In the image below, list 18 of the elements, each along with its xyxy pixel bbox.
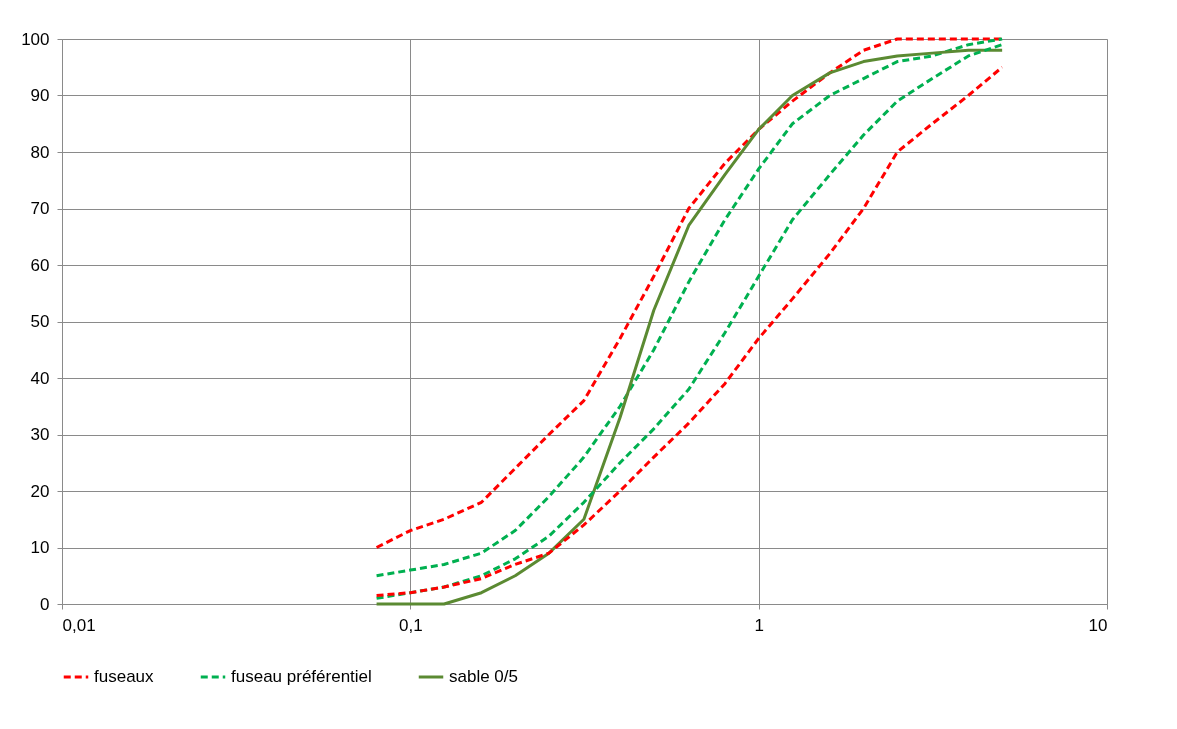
x-tick-label: 0,1	[399, 615, 423, 635]
legend-label: fuseaux	[94, 667, 155, 686]
legend-label: sable 0/5	[449, 667, 518, 686]
y-tick-label: 10	[30, 538, 50, 557]
y-tick-label: 80	[30, 142, 50, 162]
y-tick-label: 40	[30, 368, 50, 388]
x-tick-label: 0,01	[62, 615, 96, 635]
y-tick-label: 30	[30, 425, 50, 444]
y-tick-label: 0	[40, 594, 50, 614]
x-tick-label: 10	[1088, 615, 1108, 635]
x-tick-label: 1	[754, 615, 764, 635]
y-tick-label: 50	[30, 312, 50, 331]
y-tick-label: 100	[21, 29, 50, 49]
y-tick-label: 90	[30, 86, 50, 105]
legend-label: fuseau préférentiel	[231, 667, 372, 686]
y-tick-label: 60	[30, 255, 50, 275]
y-tick-label: 70	[30, 199, 50, 218]
y-tick-label: 20	[30, 481, 50, 501]
